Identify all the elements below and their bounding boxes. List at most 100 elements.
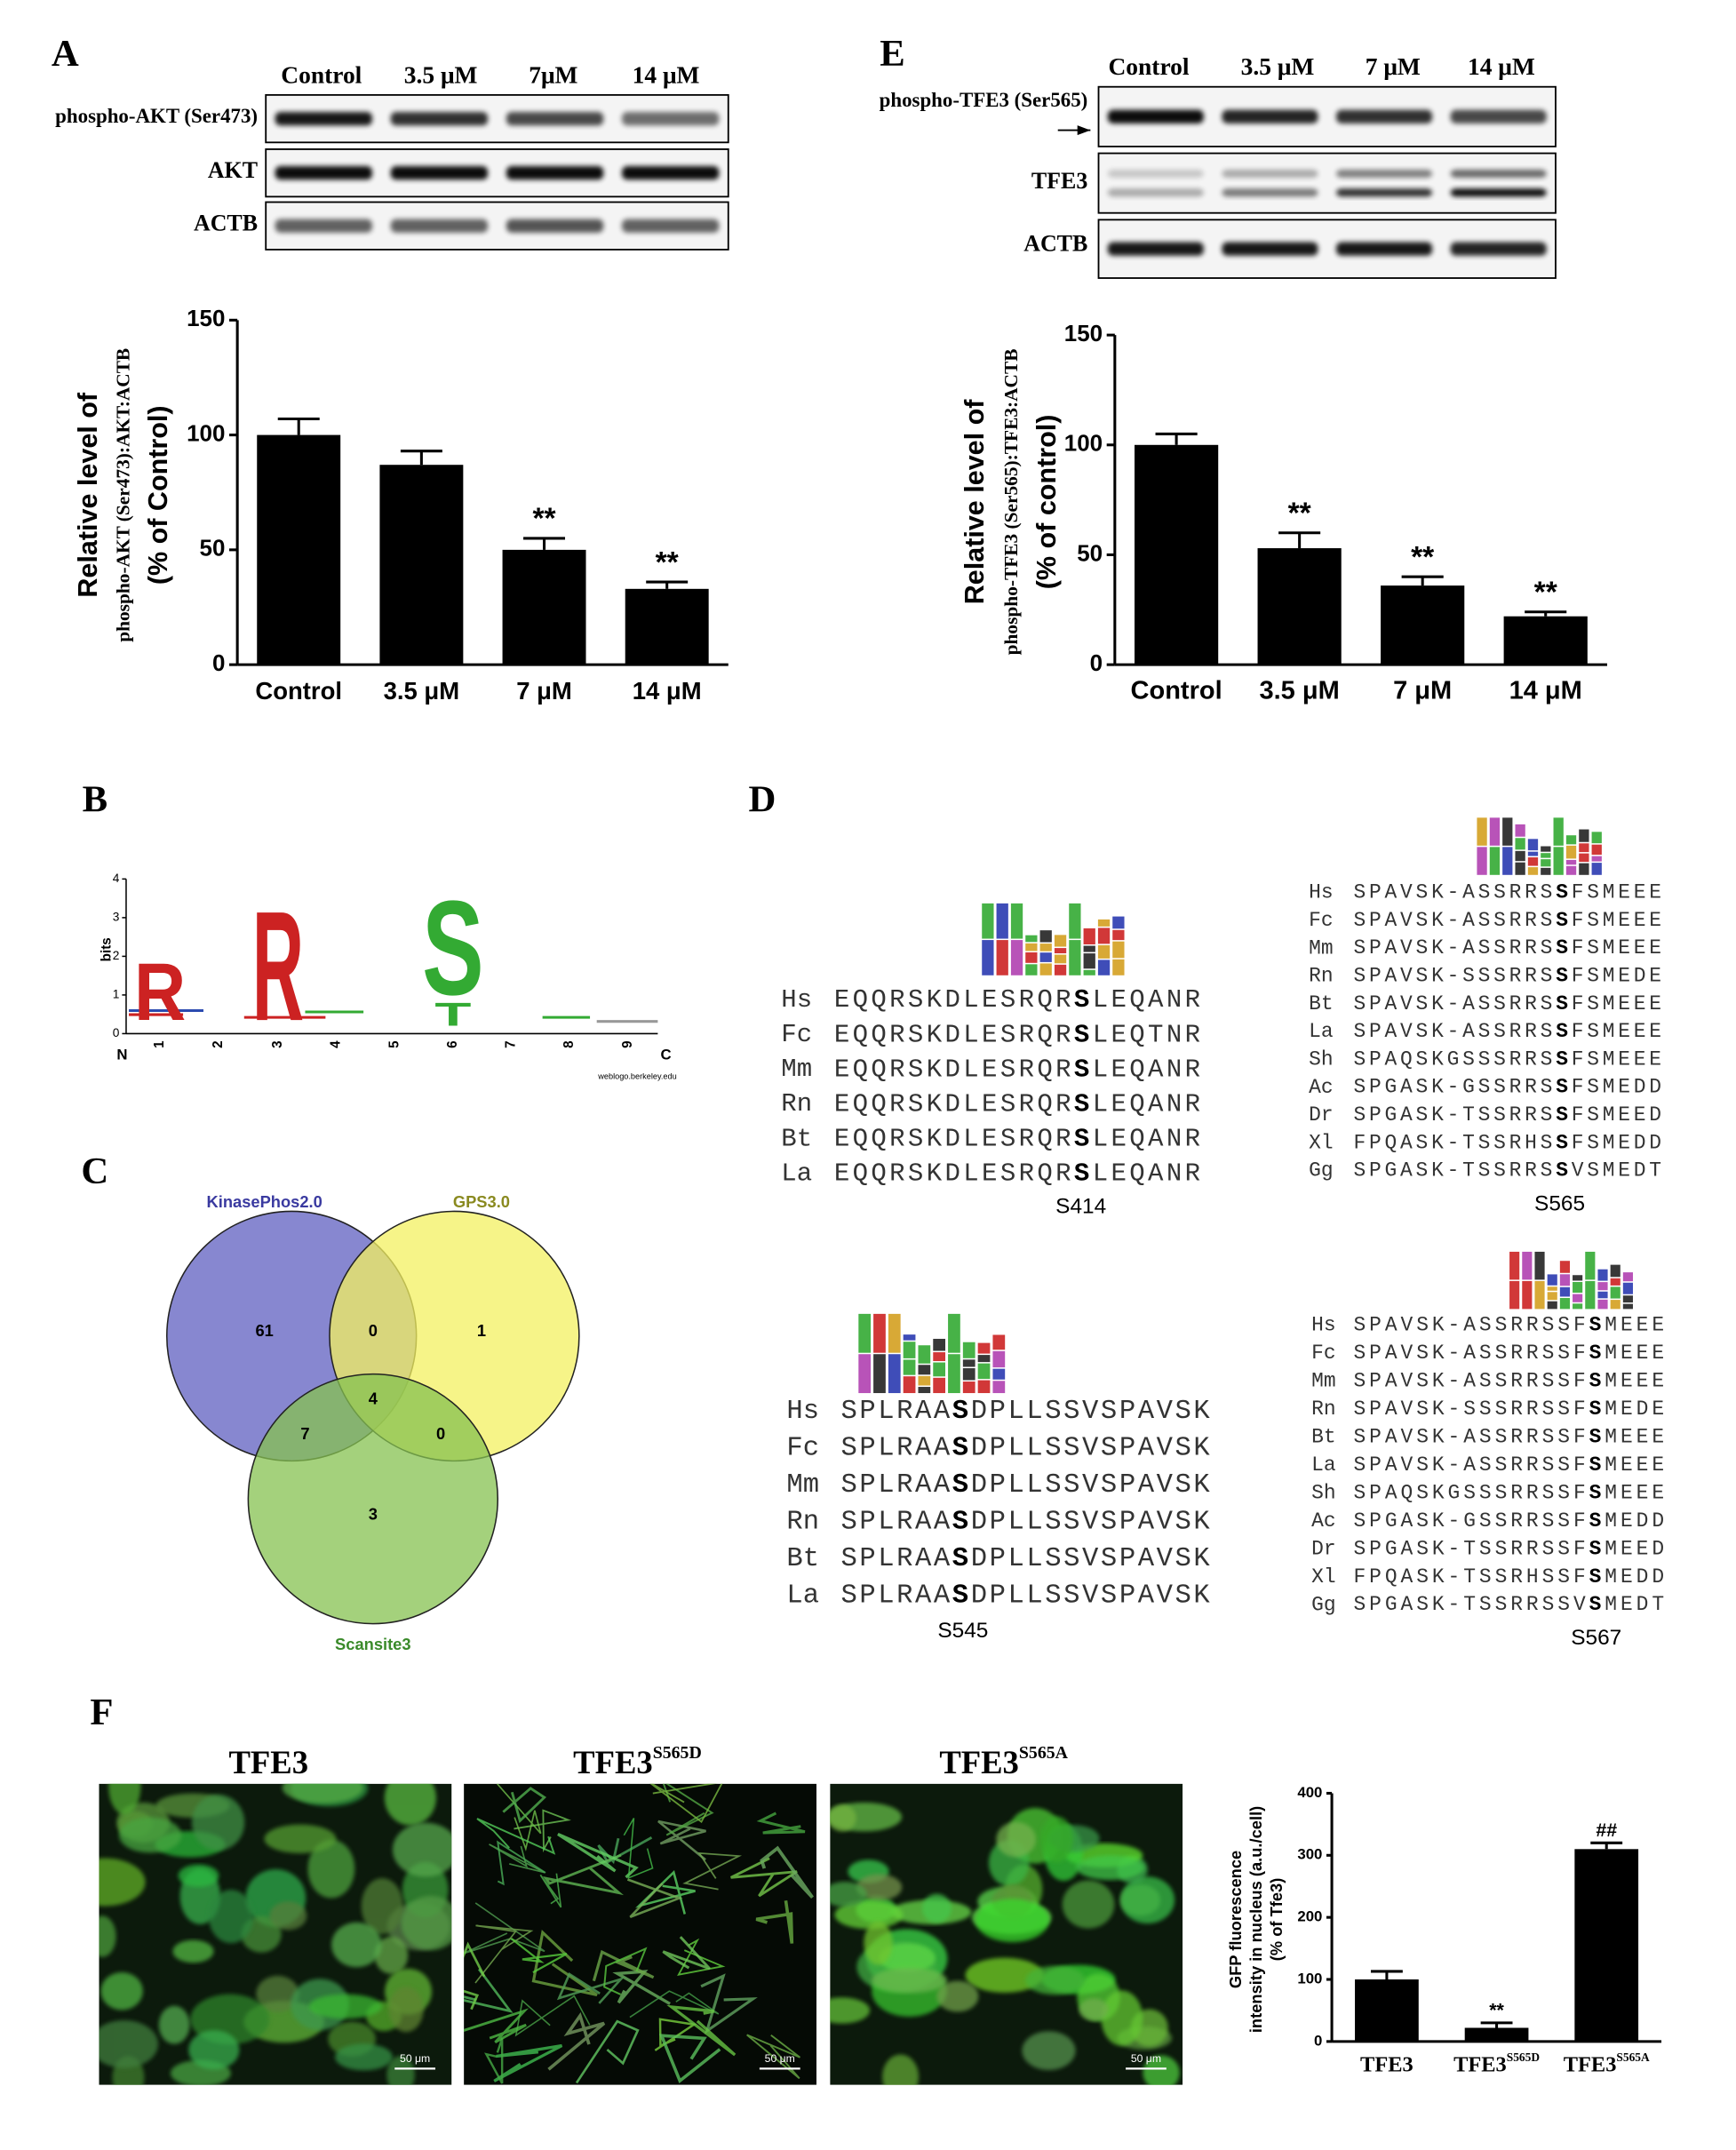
blot-row-label: ACTB bbox=[194, 210, 258, 235]
species-label: Fc bbox=[786, 1433, 819, 1463]
residues: SPAVSK-ASSRRSSF bbox=[1354, 1370, 1586, 1393]
species-label: Dr bbox=[1309, 1103, 1333, 1127]
phospho-site: S bbox=[1589, 1398, 1602, 1421]
venn-set-label: Scansite3 bbox=[335, 1635, 411, 1653]
micrograph-background bbox=[464, 1783, 816, 2085]
logo-tick-label: 3 bbox=[113, 911, 120, 924]
species-label: Mm bbox=[781, 1055, 812, 1084]
residues: MEDD bbox=[1605, 1565, 1664, 1589]
residues: FSMEDD bbox=[1572, 1131, 1661, 1154]
site-label: S414 bbox=[1055, 1194, 1106, 1218]
mini-logo-glyph bbox=[1097, 960, 1111, 975]
species-label: Sh bbox=[1311, 1481, 1335, 1504]
residues: SPGASK-TSSRRS bbox=[1354, 1103, 1553, 1127]
logo-end: C bbox=[660, 1046, 671, 1063]
y-axis-label: (% of Control) bbox=[143, 405, 173, 585]
category-superscript: S565A bbox=[1616, 2050, 1650, 2064]
blot-band bbox=[390, 111, 489, 126]
species-label: Gg bbox=[1309, 1159, 1333, 1182]
cell bbox=[386, 2056, 415, 2085]
residues: MEDT bbox=[1605, 1593, 1664, 1616]
logo-letter: R bbox=[134, 947, 186, 1038]
category-superscript: S565D bbox=[1507, 2050, 1541, 2064]
blot-band bbox=[506, 111, 604, 126]
cell bbox=[158, 2005, 190, 2044]
residues: FSMEEE bbox=[1572, 992, 1661, 1015]
blot-band bbox=[1107, 169, 1204, 179]
phospho-site: S bbox=[952, 1544, 968, 1574]
sequence: EQQRSKDLESRQR S LEQTNR bbox=[834, 1020, 1200, 1049]
phospho-site: S bbox=[1556, 1020, 1568, 1043]
panel-label: B bbox=[83, 779, 108, 821]
bar bbox=[625, 588, 709, 665]
mini-logo-glyph bbox=[903, 1376, 916, 1394]
mini-logo-glyph bbox=[1010, 903, 1023, 939]
bar bbox=[379, 465, 464, 665]
mini-logo-glyph bbox=[1527, 857, 1539, 866]
y-axis-label: (% of Tfe3) bbox=[1267, 1878, 1286, 1962]
blot-row-label: AKT bbox=[208, 157, 258, 183]
residues: SPGASK-GSSRRS bbox=[1354, 1076, 1553, 1099]
species-label: La bbox=[781, 1159, 812, 1188]
sequence: SPLRAA S DPLLSSVSPAVSK bbox=[840, 1397, 1210, 1427]
logo-start: N bbox=[116, 1046, 127, 1063]
cell bbox=[1101, 1990, 1143, 2046]
cell bbox=[178, 1864, 219, 1887]
phospho-site: S bbox=[1556, 1076, 1568, 1099]
mini-logo-glyph bbox=[1025, 964, 1038, 975]
cell-outline bbox=[464, 1941, 486, 2011]
category-name: 7 μM bbox=[516, 677, 572, 705]
blot-column-label: 3.5 μM bbox=[1241, 53, 1315, 80]
residues: FSMEEE bbox=[1572, 881, 1661, 904]
cell bbox=[871, 1967, 948, 1994]
mini-logo-glyph bbox=[1489, 817, 1501, 846]
mini-logo-glyph bbox=[1069, 940, 1081, 975]
cell bbox=[388, 1987, 424, 2033]
mini-logo-glyph bbox=[1522, 1251, 1533, 1280]
mini-logo-glyph bbox=[903, 1359, 916, 1375]
mini-logo-glyph bbox=[1573, 1303, 1583, 1310]
mini-logo-glyph bbox=[1112, 941, 1125, 959]
x-tick-label: TFE3S565A bbox=[1564, 2050, 1650, 2076]
phospho-site: S bbox=[952, 1397, 968, 1427]
cell bbox=[830, 1997, 871, 2024]
cell bbox=[269, 1901, 307, 1931]
mini-logo-glyph bbox=[933, 1362, 946, 1377]
mini-logo-glyph bbox=[1559, 1297, 1570, 1310]
cell bbox=[361, 1877, 403, 1935]
x-tick-label: 14 μM bbox=[633, 677, 702, 705]
mini-logo-glyph bbox=[962, 1359, 976, 1367]
phospho-site: S bbox=[1074, 1159, 1089, 1188]
micrograph bbox=[830, 1783, 1183, 2085]
venn-set-label: GPS3.0 bbox=[453, 1192, 510, 1211]
mini-logo-glyph bbox=[996, 903, 1008, 939]
venn-count: 1 bbox=[477, 1321, 486, 1340]
blot-column-label: 7 μM bbox=[1366, 53, 1421, 80]
mini-logo-glyph bbox=[1039, 930, 1052, 943]
residues: SPAQSKGSSSRRS bbox=[1354, 1047, 1553, 1071]
blot-band bbox=[390, 219, 489, 233]
residues: SPLRAA bbox=[840, 1397, 950, 1427]
bar bbox=[257, 434, 341, 665]
logo-tick-label: 0 bbox=[113, 1026, 120, 1039]
significance-label: ** bbox=[1411, 541, 1435, 574]
phospho-site: S bbox=[952, 1470, 968, 1501]
phospho-site: S bbox=[1589, 1453, 1602, 1477]
residues: SPAVSK-ASSRRSSF bbox=[1354, 1342, 1586, 1365]
residues: SPAVSK-SSSRRS bbox=[1354, 965, 1553, 988]
species-label: La bbox=[1309, 1020, 1333, 1043]
residues: SPLRAA bbox=[840, 1544, 950, 1574]
residues: SPAVSK-ASSRRSSF bbox=[1354, 1453, 1586, 1477]
y-axis-label: phospho-AKT (Ser473):AKT:ACTB bbox=[112, 348, 133, 642]
blot-band bbox=[1107, 109, 1204, 123]
cell bbox=[99, 1915, 116, 1957]
mini-logo-glyph bbox=[1622, 1303, 1633, 1310]
mini-logo-glyph bbox=[1547, 1292, 1557, 1301]
cell-outline bbox=[746, 2034, 800, 2080]
mini-logo-glyph bbox=[858, 1354, 872, 1394]
category-name: 3.5 μM bbox=[1260, 676, 1340, 705]
blot-band bbox=[275, 111, 372, 126]
cell-outline bbox=[464, 2008, 530, 2044]
significance-label: ## bbox=[1596, 1820, 1617, 1841]
